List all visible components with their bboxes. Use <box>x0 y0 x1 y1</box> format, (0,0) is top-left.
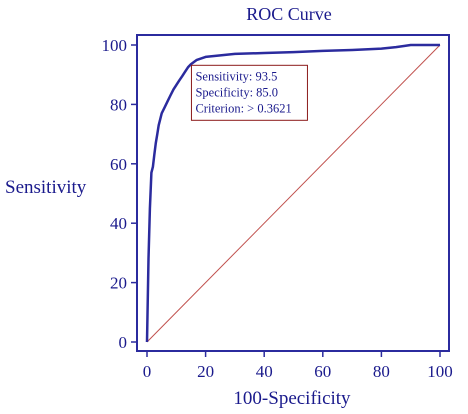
y-tick-label: 80 <box>110 95 127 114</box>
roc-curve-line <box>145 43 440 343</box>
plot-frame <box>136 34 450 352</box>
plot-area: Sensitivity: 93.5 Specificity: 85.0 Criter… <box>136 34 450 352</box>
annotation-line: Specificity: 85.0 <box>195 85 278 99</box>
x-tick-label: 80 <box>373 362 390 381</box>
y-axis-title: Sensitivity <box>5 177 87 198</box>
x-tick-label: 20 <box>197 362 214 381</box>
annotation-box <box>190 64 308 121</box>
reference-diagonal-line <box>146 44 441 343</box>
x-tick-label: 60 <box>314 362 331 381</box>
x-tick-label: 100 <box>427 362 453 381</box>
y-tick-label: 0 <box>119 333 128 352</box>
y-tick-label: 40 <box>110 214 127 233</box>
x-tick-label: 0 <box>143 362 152 381</box>
x-axis-title: 100-Specificity <box>233 388 351 409</box>
y-tick-label: 100 <box>102 36 128 55</box>
y-tick-label: 20 <box>110 274 127 293</box>
x-tick-label: 40 <box>256 362 273 381</box>
annotation-line: Sensitivity: 93.5 <box>195 69 277 83</box>
y-tick-label: 60 <box>110 155 127 174</box>
annotation-line: Criterion: > 0.3621 <box>195 101 291 115</box>
chart-title: ROC Curve <box>246 4 332 24</box>
axis-ticks: 00 20 20 40 40 60 60 80 80 100 100 <box>102 36 453 381</box>
